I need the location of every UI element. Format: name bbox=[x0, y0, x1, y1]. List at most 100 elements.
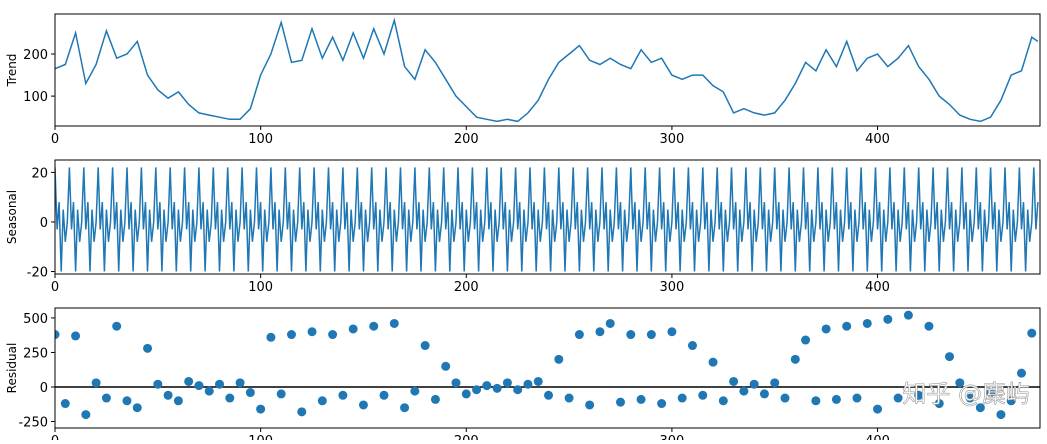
residual-point bbox=[657, 399, 667, 409]
x-tick-label: 200 bbox=[454, 280, 479, 295]
residual-point bbox=[235, 378, 245, 388]
residual-point bbox=[811, 396, 821, 406]
residual-point bbox=[122, 396, 132, 406]
y-tick-label: 200 bbox=[23, 48, 48, 63]
residual-point bbox=[307, 327, 317, 337]
x-tick-label: 100 bbox=[248, 280, 273, 295]
x-tick-label: 300 bbox=[659, 434, 684, 440]
residual-point bbox=[91, 378, 101, 388]
residual-point bbox=[780, 393, 790, 403]
residual-point bbox=[708, 357, 718, 367]
residual-point bbox=[441, 361, 451, 371]
residual-point bbox=[636, 394, 646, 404]
axes-frame bbox=[54, 13, 1041, 127]
residual-point bbox=[821, 324, 831, 334]
residual-point bbox=[616, 397, 626, 407]
y-axis-label: Seasonal bbox=[5, 190, 19, 244]
x-tick-label: 0 bbox=[51, 434, 59, 440]
residual-point bbox=[718, 396, 728, 406]
residual-point bbox=[163, 390, 173, 400]
residual-point bbox=[729, 376, 739, 386]
residual-point bbox=[276, 389, 286, 399]
residual-point bbox=[60, 399, 70, 409]
x-tick-label: 300 bbox=[659, 132, 684, 147]
watermark: 知乎 @麋屿 bbox=[902, 380, 1030, 408]
residual-point bbox=[101, 393, 111, 403]
residual-point bbox=[975, 403, 985, 413]
y-tick-label: -250 bbox=[18, 416, 48, 431]
residual-point bbox=[286, 330, 296, 340]
residual-point bbox=[451, 378, 461, 388]
x-tick-label: 400 bbox=[865, 132, 890, 147]
residual-point bbox=[965, 393, 975, 403]
residual-point bbox=[667, 327, 677, 337]
residual-point bbox=[986, 388, 996, 398]
residual-point bbox=[759, 389, 769, 399]
x-tick-label: 200 bbox=[454, 434, 479, 440]
residual-point bbox=[71, 331, 81, 341]
y-tick-label: 20 bbox=[31, 166, 48, 181]
residual-point bbox=[605, 318, 615, 328]
residual-point bbox=[204, 386, 214, 396]
residual-point bbox=[297, 407, 307, 417]
residual-point bbox=[328, 330, 338, 340]
residual-point bbox=[677, 393, 687, 403]
residual-point bbox=[1016, 368, 1026, 378]
residual-point bbox=[1027, 328, 1037, 338]
trend-line bbox=[55, 17, 1039, 123]
residual-point bbox=[317, 396, 327, 406]
y-tick-label: 100 bbox=[23, 90, 48, 105]
residual-point bbox=[184, 376, 194, 386]
residual-point bbox=[173, 396, 183, 406]
residual-point bbox=[533, 376, 543, 386]
x-tick-label: 400 bbox=[865, 280, 890, 295]
residual-point bbox=[513, 385, 523, 395]
residual-point bbox=[831, 394, 841, 404]
residual-point bbox=[996, 410, 1006, 420]
residual-point bbox=[544, 390, 554, 400]
residual-point bbox=[739, 386, 749, 396]
residual-point bbox=[266, 332, 276, 342]
x-tick-label: 300 bbox=[659, 280, 684, 295]
residual-point bbox=[369, 321, 379, 331]
residual-point bbox=[903, 310, 913, 320]
residual-point bbox=[687, 341, 697, 351]
residual-point bbox=[420, 341, 430, 351]
residual-point bbox=[595, 327, 605, 337]
x-tick-label: 0 bbox=[51, 132, 59, 147]
residual-point bbox=[945, 352, 955, 362]
residual-point bbox=[523, 379, 533, 389]
residual-point bbox=[842, 321, 852, 331]
residual-point bbox=[472, 385, 482, 395]
x-tick-label: 400 bbox=[865, 434, 890, 440]
residual-point bbox=[770, 378, 780, 388]
residual-point bbox=[245, 388, 255, 398]
residual-point bbox=[862, 318, 872, 328]
residual-point bbox=[790, 354, 800, 364]
y-axis-label: Residual bbox=[5, 343, 19, 394]
x-tick-label: 100 bbox=[248, 132, 273, 147]
residual-point bbox=[132, 403, 142, 413]
residual-point bbox=[554, 354, 564, 364]
residual-point bbox=[564, 393, 574, 403]
residual-point bbox=[924, 321, 934, 331]
x-tick-label: 100 bbox=[248, 434, 273, 440]
residual-point bbox=[482, 381, 492, 391]
axes-frame bbox=[54, 159, 1041, 275]
residual-point bbox=[410, 386, 420, 396]
trend-line bbox=[55, 167, 1039, 272]
y-tick-label: -20 bbox=[27, 266, 48, 281]
y-axis-label: Trend bbox=[5, 54, 19, 88]
residual-point bbox=[400, 403, 410, 413]
residual-point bbox=[194, 381, 204, 391]
residual-point bbox=[112, 321, 122, 331]
residual-point bbox=[430, 394, 440, 404]
residual-point bbox=[143, 343, 153, 353]
residual-point bbox=[873, 404, 883, 414]
residual-point bbox=[955, 378, 965, 388]
residual-point bbox=[852, 393, 862, 403]
residual-point bbox=[55, 330, 60, 340]
y-tick-label: 250 bbox=[23, 346, 48, 361]
residual-point bbox=[502, 378, 512, 388]
